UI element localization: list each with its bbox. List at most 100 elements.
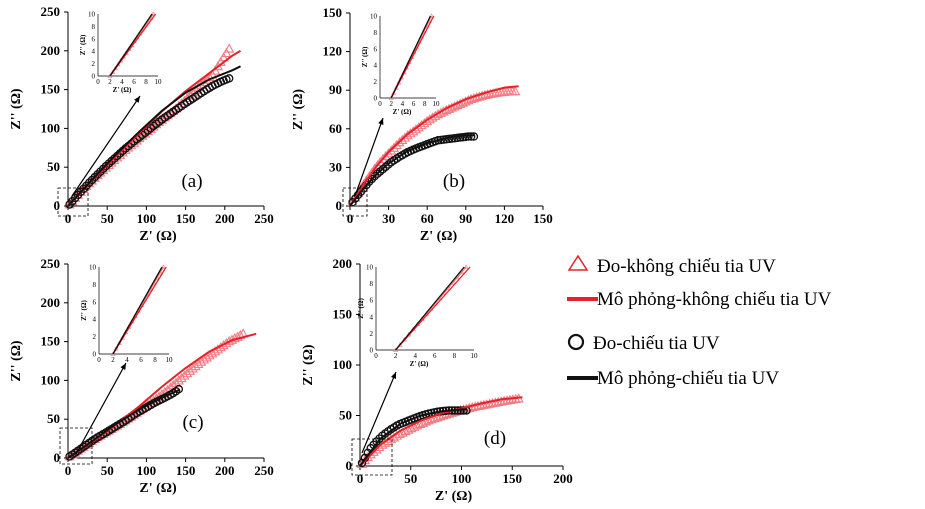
zoom-arrow-head xyxy=(120,363,126,370)
not-uv-measured-point xyxy=(221,47,232,58)
x-tick-label: 250 xyxy=(254,211,274,226)
not-uv-measured-point xyxy=(377,153,389,163)
not-uv-measured-point xyxy=(173,375,184,385)
inset-not-uv-measured-point xyxy=(107,73,113,78)
panel-label: (c) xyxy=(182,412,203,433)
not-uv-measured-point xyxy=(487,397,498,408)
y-tick-label: 60 xyxy=(329,121,342,136)
not-uv-measured-point xyxy=(176,372,187,383)
inset-not-uv-measured-point xyxy=(388,95,394,100)
inset-y-tick-label: 2 xyxy=(92,60,96,68)
not-uv-measured-point xyxy=(397,134,408,145)
uv-measured-point xyxy=(93,170,102,179)
inset-not-uv-measured-point xyxy=(429,13,435,18)
not-uv-measured-point xyxy=(165,107,176,118)
inset-x-tick-label: 8 xyxy=(423,100,427,108)
inset-x-tick-label: 0 xyxy=(97,356,101,364)
x-tick-label: 100 xyxy=(452,471,472,486)
inset-y-tick-label: 10 xyxy=(88,11,96,19)
inset-x-tick-label: 4 xyxy=(120,78,124,86)
y-tick-label: 250 xyxy=(41,4,61,19)
uv-measured-point xyxy=(101,161,111,171)
uv-measured-point xyxy=(174,384,184,394)
inset-y-tick-label: 6 xyxy=(370,297,374,305)
inset-y-tick-label: 2 xyxy=(374,78,378,86)
x-tick-label: 50 xyxy=(101,463,114,478)
inset-y-tick-label: 0 xyxy=(374,95,378,103)
not-uv-measured-point xyxy=(218,52,229,62)
inset-y-axis-title: Z'' (Ω) xyxy=(357,298,365,319)
uv-measured-point xyxy=(98,164,108,174)
not-uv-measured-point xyxy=(190,360,201,371)
uv-measured-point xyxy=(450,133,459,143)
inset-not-uv-measured-point xyxy=(150,11,156,16)
not-uv-measured-point xyxy=(184,365,196,375)
inset-x-tick-label: 0 xyxy=(378,100,382,108)
inset-uv-line xyxy=(109,13,153,77)
y-axis-title: Z'' (Ω) xyxy=(9,340,24,381)
y-tick-label: 100 xyxy=(41,372,61,387)
not-uv-measured-point xyxy=(375,156,386,167)
x-tick-label: 50 xyxy=(404,471,417,486)
y-tick-label: 250 xyxy=(41,256,61,271)
not-uv-measured-point xyxy=(187,87,198,97)
legend-label: Đo-không chiếu tia UV xyxy=(597,256,776,277)
panel-label: (b) xyxy=(443,171,465,192)
uv-measured-point xyxy=(461,132,470,142)
not-uv-measured-point xyxy=(391,139,402,150)
inset-y-tick-label: 10 xyxy=(366,264,374,272)
not-uv-measured-point xyxy=(488,88,499,98)
legend-label: Mô phỏng-không chiếu tia UV xyxy=(597,289,832,310)
inset-x-tick-label: 2 xyxy=(111,356,115,364)
inset-y-tick-label: 8 xyxy=(93,281,97,289)
inset-uv-line xyxy=(112,266,163,355)
x-tick-label: 100 xyxy=(137,463,157,478)
inset-x-tick-label: 2 xyxy=(108,78,112,86)
x-tick-label: 0 xyxy=(65,211,72,226)
x-tick-label: 200 xyxy=(215,463,235,478)
y-tick-label: 0 xyxy=(54,198,61,213)
x-tick-label: 90 xyxy=(459,211,472,226)
inset-y-tick-label: 8 xyxy=(92,23,96,31)
inset-x-axis-title: Z' (Ω) xyxy=(113,86,132,94)
inset-y-tick-label: 2 xyxy=(93,333,97,341)
inset-y-tick-label: 8 xyxy=(374,29,378,37)
uv-measured-point xyxy=(378,164,388,174)
y-tick-label: 0 xyxy=(346,458,353,473)
inset-y-tick-label: 4 xyxy=(370,313,374,321)
not-uv-measured-point xyxy=(490,397,501,407)
inset-x-tick-label: 8 xyxy=(453,352,457,360)
y-tick-label: 200 xyxy=(333,256,353,271)
x-tick-label: 150 xyxy=(176,463,196,478)
y-axis-title: Z'' (Ω) xyxy=(9,88,24,129)
inset-x-tick-label: 10 xyxy=(433,100,441,108)
uv-measured-point xyxy=(447,134,457,143)
inset-y-tick-label: 6 xyxy=(92,35,96,43)
legend: Đo-không chiếu tia UV Mô phỏng-không chiế… xyxy=(567,254,832,389)
inset-y-tick-label: 6 xyxy=(93,298,97,306)
x-tick-label: 0 xyxy=(65,463,72,478)
inset-y-tick-label: 6 xyxy=(374,45,378,53)
y-tick-label: 150 xyxy=(41,82,61,97)
x-tick-label: 100 xyxy=(137,211,157,226)
inset-x-tick-label: 6 xyxy=(412,100,416,108)
uv-measured-point xyxy=(381,162,390,172)
inset-x-tick-label: 8 xyxy=(153,356,157,364)
inset-not-uv-measured-point xyxy=(160,264,166,269)
inset-not-uv-line xyxy=(395,266,471,351)
not-uv-measured-point xyxy=(224,43,235,53)
x-tick-label: 120 xyxy=(495,211,515,226)
inset-x-tick-label: 10 xyxy=(166,356,174,364)
x-tick-label: 0 xyxy=(347,211,354,226)
legend-label: Đo-chiếu tia UV xyxy=(593,333,720,354)
uv-measured-point xyxy=(375,167,385,176)
inset-plot: 0 2 4 6 8 10 0 2 4 6 8 10 Z'' (Ω) xyxy=(80,264,173,365)
panel-label: (a) xyxy=(181,171,202,192)
inset-y-tick-label: 0 xyxy=(93,351,97,359)
not-uv-measured-point xyxy=(479,89,491,100)
